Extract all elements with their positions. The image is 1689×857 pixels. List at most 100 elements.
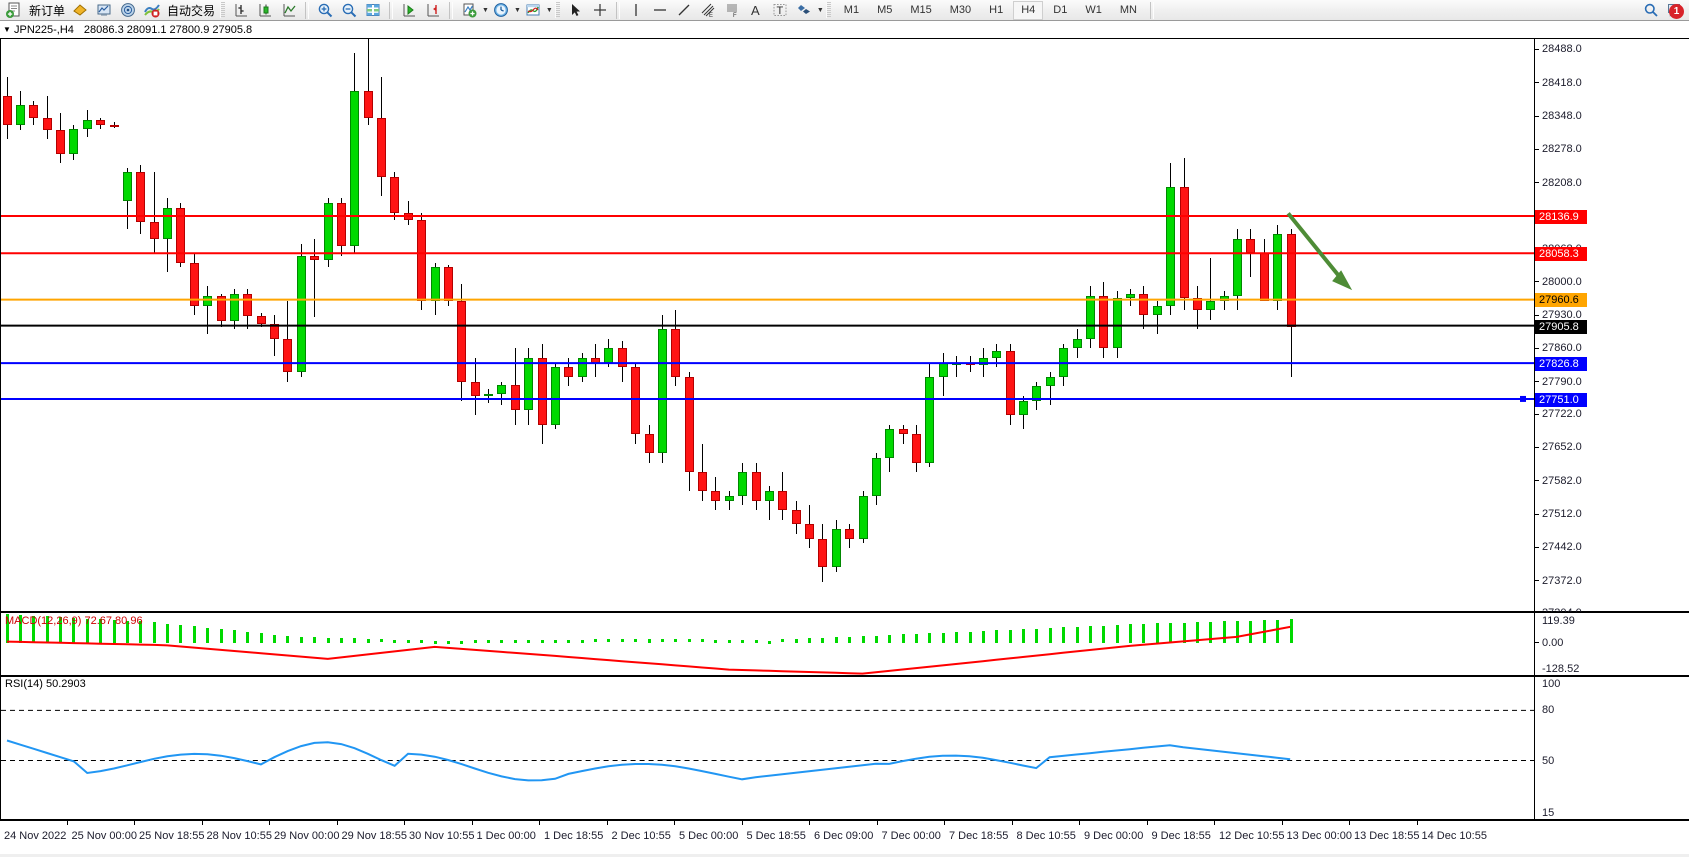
toolbar-grip-1[interactable] xyxy=(220,2,226,18)
time-tick xyxy=(134,821,135,825)
time-tick xyxy=(1146,821,1148,825)
candle-wick xyxy=(956,355,958,377)
horizontal-line-button[interactable] xyxy=(649,1,671,20)
timeframe-d1[interactable]: D1 xyxy=(1053,4,1068,16)
time-label: 1 Dec 00:00 xyxy=(476,830,536,842)
macd-histogram-bar xyxy=(1142,623,1146,643)
line-chart-button[interactable] xyxy=(278,1,300,20)
macd-histogram-bar xyxy=(1102,625,1106,643)
macd-histogram-bar xyxy=(179,624,183,643)
search-icon[interactable] xyxy=(1640,1,1662,20)
fibonacci-button[interactable]: F xyxy=(721,1,743,20)
equidistant-channel-button[interactable]: E xyxy=(697,1,719,20)
macd-histogram-bar xyxy=(1075,626,1079,643)
candle-body-bullish xyxy=(938,362,948,377)
periods-dropdown-arrow[interactable]: ▼ xyxy=(513,6,521,14)
toolbar-grip-2[interactable] xyxy=(554,2,560,18)
price-tick: 28348.0 xyxy=(1535,110,1582,122)
bar-chart-button[interactable] xyxy=(230,1,252,20)
rsi-canvas[interactable] xyxy=(1,677,1534,819)
cursor-button[interactable] xyxy=(565,1,587,20)
vertical-line-button[interactable] xyxy=(625,1,647,20)
candle-body-bullish xyxy=(15,104,25,125)
macd-histogram-bar xyxy=(620,638,624,642)
timeframe-m5[interactable]: M5 xyxy=(877,4,893,16)
candle-body-bullish xyxy=(497,385,507,394)
zoom-in-button[interactable] xyxy=(314,1,336,20)
templates-button[interactable] xyxy=(522,1,544,20)
macd-histogram-bar xyxy=(326,637,330,643)
symbols-button[interactable] xyxy=(69,1,91,20)
support-level-2-tag[interactable]: 27751.0 xyxy=(1535,393,1587,408)
notifications-icon[interactable]: 1 xyxy=(1664,1,1688,20)
data-window-button[interactable] xyxy=(362,1,384,20)
svg-text:E: E xyxy=(709,13,713,18)
timeframe-m30[interactable]: M30 xyxy=(949,4,972,16)
rsi-tick: 100 xyxy=(1542,678,1561,690)
macd-histogram-bar xyxy=(152,622,156,643)
candle-body-bullish xyxy=(296,255,306,373)
time-axis[interactable]: 24 Nov 2022 25 Nov 00:00 25 Nov 18:55 28 No… xyxy=(0,820,1689,857)
price-scale[interactable]: 28488.028418.028348.028278.028208.028138… xyxy=(1534,38,1689,619)
zoom-out-button[interactable] xyxy=(338,1,360,20)
indicators-dropdown-arrow[interactable]: ▼ xyxy=(482,6,489,14)
price-chart-panel[interactable] xyxy=(0,38,1534,612)
candle-body-bullish xyxy=(203,296,213,306)
shapes-button[interactable] xyxy=(793,1,815,20)
timeframe-h1[interactable]: H1 xyxy=(989,4,1004,16)
candle-body-bullish xyxy=(1085,296,1095,339)
resistance-level-1-tag[interactable]: 28136.9 xyxy=(1535,209,1587,224)
timeframe-m15[interactable]: M15 xyxy=(910,4,932,16)
macd-canvas[interactable] xyxy=(1,613,1534,675)
terminal-button[interactable] xyxy=(93,1,115,20)
candlestick-chart-button[interactable] xyxy=(254,1,276,20)
periods-button[interactable] xyxy=(490,1,512,20)
timeframe-h4[interactable]: H4 xyxy=(1013,0,1044,20)
candle-body-bearish xyxy=(1286,234,1296,327)
price-chart-canvas[interactable] xyxy=(1,39,1534,611)
macd-histogram-bar xyxy=(232,630,236,643)
rsi-panel[interactable]: RSI(14) 50.2903 xyxy=(0,676,1534,820)
toolbar-grip-3[interactable] xyxy=(825,2,831,18)
chevron-down-icon[interactable]: ▼ xyxy=(3,25,11,34)
trendline-button[interactable] xyxy=(673,1,695,20)
new-order-label[interactable]: 新订单 xyxy=(29,3,66,18)
resistance-level-2-tag[interactable]: 28058.3 xyxy=(1535,246,1587,261)
rsi-indicator-label: RSI(14) 50.2903 xyxy=(5,678,86,690)
macd-panel[interactable]: MACD(12,26,9) 72.67 80.96 xyxy=(0,612,1534,676)
crosshair-button[interactable] xyxy=(589,1,611,20)
candle-body-bullish xyxy=(1206,300,1216,311)
rsi-scale: 100 80 50 15 xyxy=(1534,676,1689,820)
timeframe-w1[interactable]: W1 xyxy=(1085,4,1102,16)
autotrading-label[interactable]: 自动交易 xyxy=(167,3,216,18)
time-label: 7 Dec 18:55 xyxy=(949,830,1009,842)
market-watch-button[interactable] xyxy=(117,1,139,20)
shapes-dropdown-arrow[interactable]: ▼ xyxy=(816,6,824,14)
indicators-button[interactable] xyxy=(458,1,480,20)
time-label: 8 Dec 10:55 xyxy=(1016,830,1076,842)
chart-shift-button[interactable] xyxy=(422,1,444,20)
time-tick xyxy=(539,821,540,825)
auto-scroll-button[interactable] xyxy=(398,1,420,20)
macd-histogram-bar xyxy=(219,629,223,643)
time-label: 5 Dec 00:00 xyxy=(679,830,739,842)
candle-wick xyxy=(768,486,770,520)
timeframe-mn[interactable]: MN xyxy=(1119,4,1137,16)
new-order-button[interactable] xyxy=(3,1,25,20)
symbol-ohlc: 28086.3 28091.1 27800.9 27905.8 xyxy=(83,23,253,36)
autotrading-button[interactable] xyxy=(141,1,163,20)
text-button[interactable]: A xyxy=(745,1,767,20)
macd-histogram-bar xyxy=(1008,629,1012,643)
candle-body-bullish xyxy=(1019,400,1028,415)
pivot-level-tag[interactable]: 27960.6 xyxy=(1535,293,1587,308)
candle-body-bearish xyxy=(363,91,373,118)
macd-histogram-bar xyxy=(647,638,651,643)
price-tick: 28488.0 xyxy=(1535,43,1582,55)
support-level-1-tag[interactable]: 27826.8 xyxy=(1535,357,1587,372)
status-strip xyxy=(0,854,1689,857)
text-label-button[interactable]: T xyxy=(769,1,791,20)
templates-dropdown-arrow[interactable]: ▼ xyxy=(545,6,553,14)
current-price-tag[interactable]: 27905.8 xyxy=(1535,319,1587,334)
time-label: 2 Dec 10:55 xyxy=(611,830,671,842)
timeframe-m1[interactable]: M1 xyxy=(843,4,860,16)
